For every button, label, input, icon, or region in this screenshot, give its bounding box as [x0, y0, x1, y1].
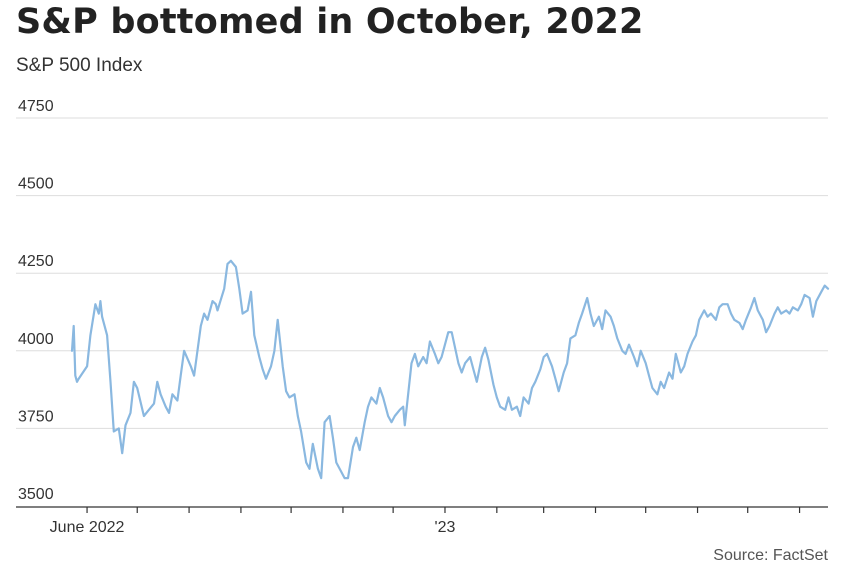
gridlines — [16, 117, 828, 429]
chart-title: S&P bottomed in October, 2022 — [16, 2, 644, 42]
y-axis: 3500 3750 4000 4250 4500 4750 — [18, 98, 54, 503]
y-tick-label: 4250 — [18, 253, 54, 270]
x-tick-label: '23 — [435, 519, 456, 536]
x-axis: June 2022 '23 — [16, 506, 828, 536]
series-line — [70, 259, 830, 480]
y-tick-label: 4000 — [18, 331, 54, 348]
x-tick-label: June 2022 — [50, 519, 125, 536]
y-tick-label: 3500 — [18, 486, 54, 503]
chart-subtitle: S&P 500 Index — [16, 55, 143, 76]
y-tick-label: 4750 — [18, 98, 54, 115]
series-layer — [70, 259, 830, 480]
y-tick-label: 3750 — [18, 408, 54, 425]
y-tick-label: 4500 — [18, 176, 54, 193]
source-note: Source: FactSet — [713, 547, 828, 564]
